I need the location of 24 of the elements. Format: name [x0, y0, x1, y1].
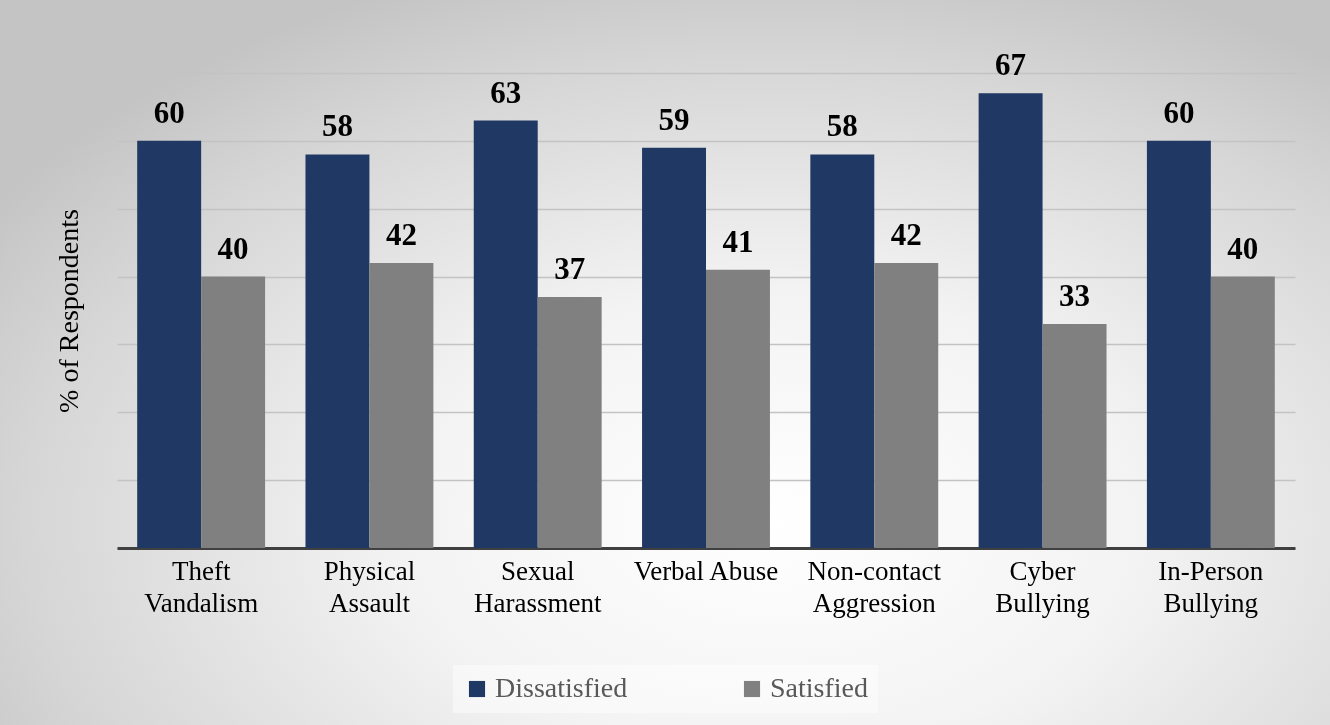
data-label: 42 — [385, 217, 417, 252]
x-tick-label: Physical Assault — [323, 555, 416, 618]
data-label: 41 — [722, 223, 754, 259]
legend-label: Dissatisfied — [495, 672, 628, 703]
x-tick-label: Verbal Abuse — [633, 555, 779, 586]
data-label: 60 — [153, 94, 185, 130]
data-label: 60 — [1163, 94, 1195, 130]
data-label: 59 — [658, 101, 690, 137]
data-label: 67 — [995, 47, 1027, 83]
data-label: 63 — [490, 74, 522, 110]
x-tick-label: Non-contact Aggression — [807, 555, 942, 618]
x-tick-label: Cyber Bullying — [995, 555, 1090, 618]
legend-label: Satisfied — [770, 672, 868, 703]
data-label: 42 — [890, 217, 922, 252]
data-label: 40 — [1227, 230, 1259, 266]
data-label: 40 — [217, 230, 249, 266]
x-tick-label: Theft Vandalism — [144, 555, 259, 618]
data-label: 58 — [826, 108, 858, 144]
data-label: 33 — [1059, 278, 1091, 314]
x-tick-label: Sexual Harassment — [473, 555, 602, 618]
y-axis-title: % of Respondents — [52, 209, 84, 413]
data-label: 37 — [554, 250, 586, 286]
data-label: 58 — [321, 108, 353, 144]
x-tick-label: In-Person Bullying — [1158, 555, 1264, 618]
